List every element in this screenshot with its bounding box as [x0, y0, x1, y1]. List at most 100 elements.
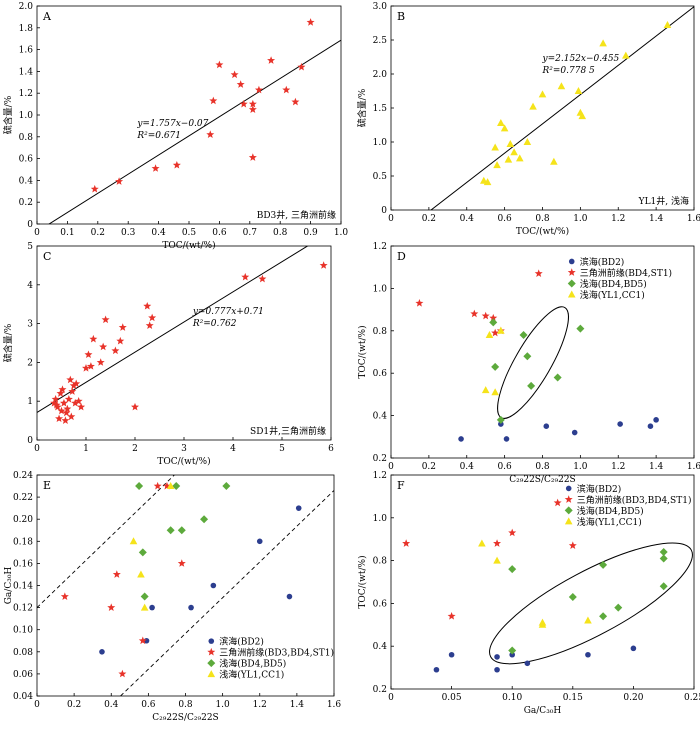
y-tick-label: 0	[27, 220, 33, 230]
x-tick-label: 0	[388, 693, 394, 703]
x-tick-label: 5	[279, 444, 285, 454]
legend-marker-star	[207, 647, 216, 656]
y-axis-title: Ga/C₃₀H	[4, 567, 14, 605]
data-point-circle	[210, 582, 217, 589]
data-point-circle	[498, 421, 504, 427]
x-tick-label: 1.2	[611, 462, 625, 472]
x-tick-label: 1.4	[290, 700, 305, 710]
data-point-triangle	[599, 39, 607, 47]
data-point-star	[230, 70, 239, 79]
legend-label: 浅海(YL1,CC1)	[577, 516, 642, 528]
series-star	[415, 269, 543, 337]
data-point-triangle	[506, 140, 515, 148]
well-label: YL1井, 浅海	[638, 195, 689, 207]
data-point-star	[111, 346, 120, 355]
data-point-star	[489, 313, 498, 322]
data-point-triangle	[129, 537, 138, 545]
data-point-star	[74, 397, 83, 405]
plot-area	[402, 498, 693, 673]
x-tick-label: 1.6	[327, 700, 342, 710]
data-point-diamond	[508, 646, 517, 655]
plot-area	[415, 269, 659, 442]
y-tick-label: 0.18	[13, 537, 33, 547]
chart-panel-b: 0 0.2 0.4 0.6 0.8 1.0 1.2 1.4 1.6 0 0.5 1.0 1.5 2.0 2.…	[356, 2, 700, 237]
legend-marker-diamond	[207, 659, 216, 668]
data-point-star	[241, 272, 250, 281]
x-tick-label: 1.6	[687, 462, 700, 472]
data-point-triangle	[622, 51, 630, 59]
envelope-dashed-line	[37, 475, 175, 608]
data-point-star	[493, 539, 502, 547]
data-point-triangle	[485, 331, 494, 339]
series-triangle	[129, 482, 175, 611]
legend-label: 三角洲前缘(BD3,BD4,ST1)	[219, 647, 334, 659]
data-point-star	[534, 269, 543, 277]
r-squared: R²=0.671	[136, 131, 181, 141]
data-point-star	[131, 402, 139, 411]
data-point-circle	[494, 666, 500, 673]
data-point-star	[239, 99, 248, 108]
y-tick-label: 1.5	[373, 104, 388, 114]
plot-frame	[36, 474, 335, 697]
x-tick-label: 0	[34, 228, 40, 238]
legend-label: 浅海(YL1,CC1)	[580, 289, 645, 301]
panel-letter: F	[397, 479, 405, 492]
x-tick-label: 1.0	[573, 214, 588, 224]
data-point-diamond	[614, 603, 623, 612]
y-tick-label: 1.0	[373, 284, 388, 294]
data-point-circle	[494, 654, 500, 660]
data-point-star	[209, 96, 218, 105]
legend-marker-triangle	[567, 290, 576, 298]
y-tick-label: 0.2	[19, 198, 33, 208]
data-point-star	[53, 402, 62, 411]
x-tick-label: 1.0	[334, 228, 349, 238]
data-point-diamond	[138, 548, 147, 557]
data-point-star	[99, 342, 108, 351]
legend-marker-triangle	[207, 670, 216, 678]
x-tick-label: 0.2	[91, 228, 105, 238]
legend-marker-circle	[568, 258, 575, 265]
data-point-triangle	[483, 178, 492, 186]
y-tick-label: 0.06	[13, 670, 33, 680]
data-point-star	[118, 669, 127, 678]
data-point-triangle	[557, 82, 566, 90]
data-point-star	[115, 177, 124, 185]
panel-letter: B	[397, 10, 405, 23]
data-point-circle	[286, 593, 293, 600]
data-point-star	[151, 164, 160, 172]
data-point-triangle	[504, 155, 513, 163]
data-point-star	[89, 334, 98, 343]
data-point-star	[177, 559, 186, 567]
y-tick-label: 5	[27, 242, 33, 252]
data-point-star	[402, 539, 411, 547]
series-diamond	[489, 318, 585, 424]
data-point-diamond	[140, 592, 149, 601]
x-axis-title: Ga/C₃₀H	[524, 706, 562, 716]
y-tick-label: 0.4	[373, 412, 388, 422]
data-point-star	[62, 408, 71, 417]
y-axis-title: 硫含量/%	[2, 95, 14, 134]
series-triangle	[479, 21, 672, 186]
plot-area	[430, 6, 694, 210]
y-tick-label: 0.04	[13, 692, 33, 702]
data-point-star	[447, 612, 456, 620]
data-point-star	[84, 350, 93, 359]
y-tick-label: 1.6	[19, 46, 34, 56]
r-squared: R²=0.778 5	[542, 66, 596, 76]
x-tick-label: 4	[230, 444, 236, 454]
data-point-star	[248, 153, 257, 161]
data-point-circle	[99, 649, 105, 655]
x-axis-title: TOC/(wt/%)	[157, 456, 210, 467]
data-point-circle	[617, 421, 623, 427]
legend-marker-diamond	[564, 506, 573, 515]
data-point-star	[319, 261, 328, 269]
data-point-triangle	[500, 124, 509, 132]
regression-equation: y=1.757x−0.07	[136, 119, 208, 129]
data-point-triangle	[491, 143, 499, 151]
data-point-triangle	[578, 112, 587, 120]
plot-area	[48, 18, 341, 224]
data-point-star	[90, 184, 99, 193]
data-point-star	[58, 385, 67, 393]
panel-letter: D	[397, 250, 406, 263]
data-point-star	[215, 60, 224, 69]
